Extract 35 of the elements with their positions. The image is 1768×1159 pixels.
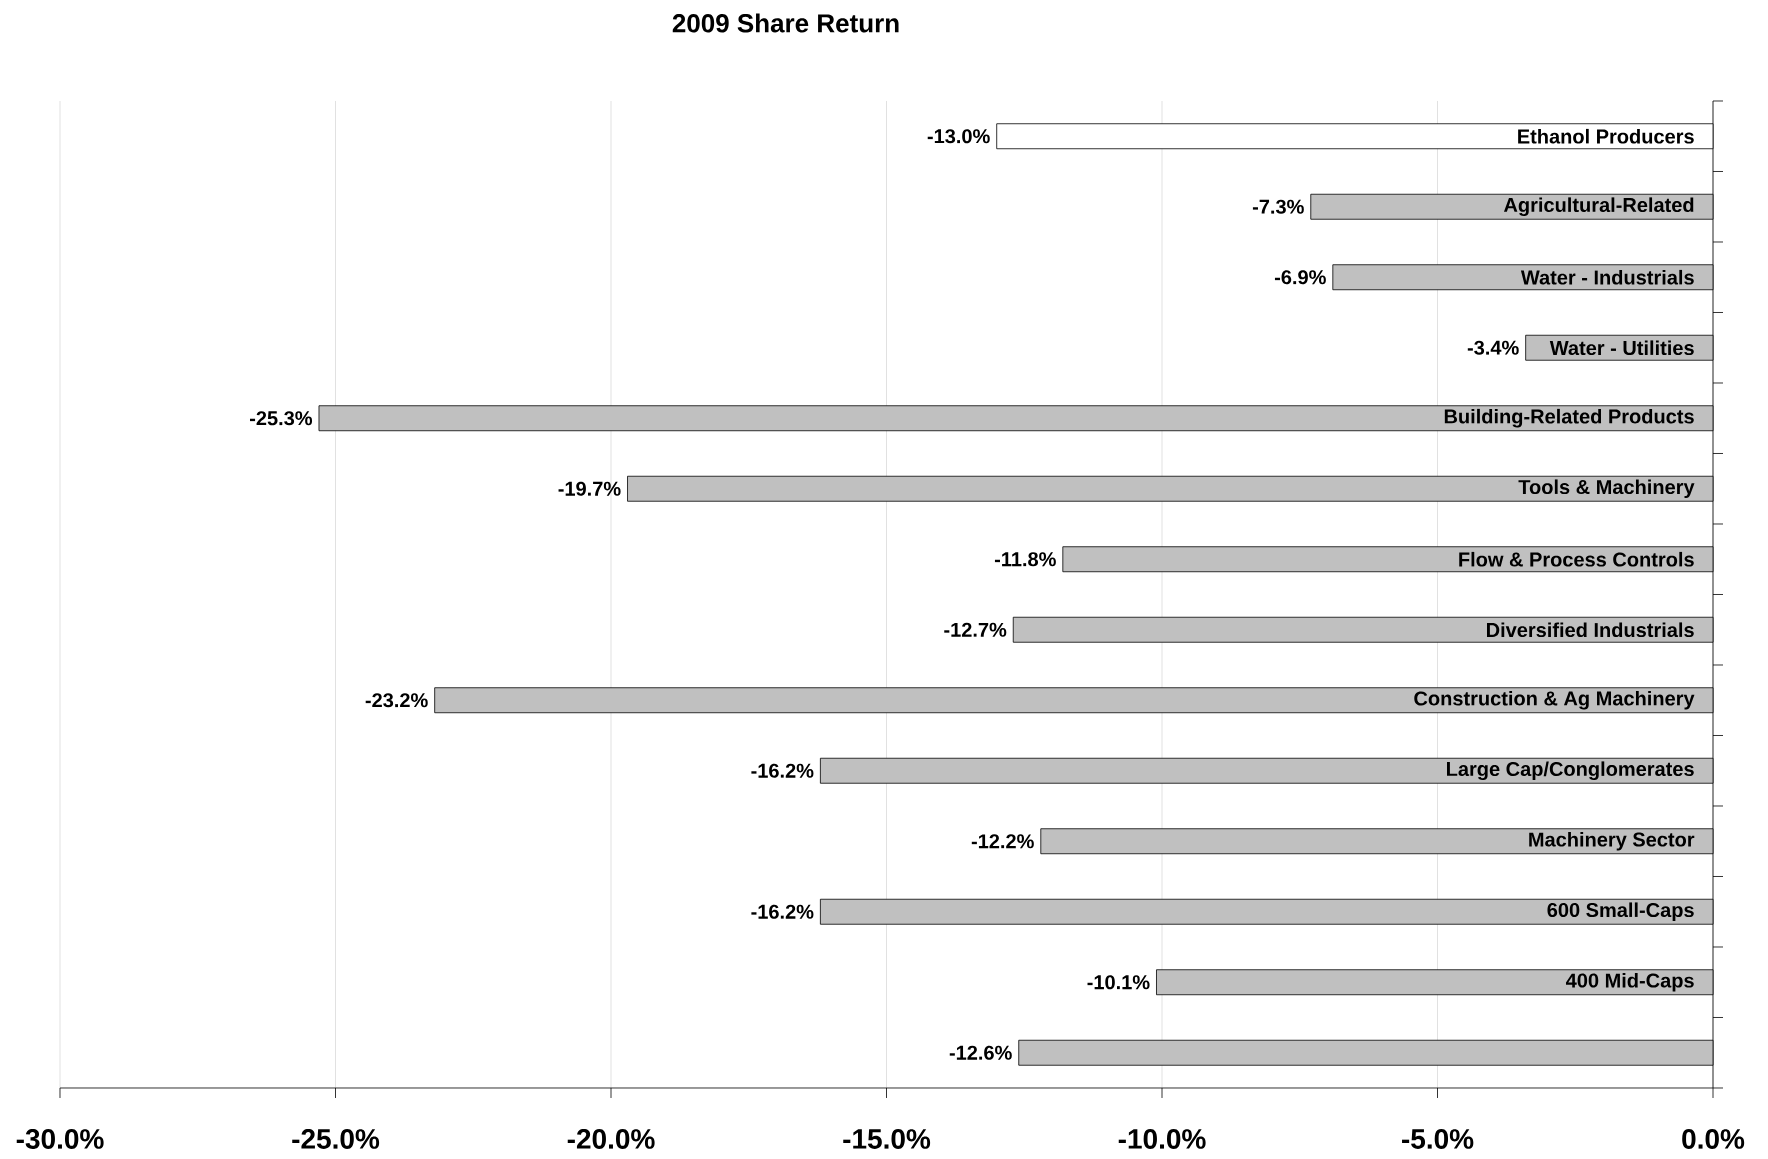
data-label: -12.7%	[944, 622, 1007, 637]
y-tick-label: Agricultural-Related	[1503, 197, 1694, 217]
data-label: -7.3%	[1252, 199, 1304, 214]
x-tick-label: -10.0%	[1118, 1129, 1206, 1149]
data-label: -12.6%	[949, 1045, 1012, 1060]
y-tick-label: 600 Small-Caps	[1547, 902, 1694, 922]
data-label: -13.0%	[927, 129, 990, 144]
data-label: -11.8%	[994, 552, 1056, 567]
chart-title: 2009 Share Return	[672, 13, 899, 33]
x-tick-label: -25.0%	[292, 1129, 380, 1149]
x-tick-label: -5.0%	[1402, 1129, 1474, 1149]
data-label: -25.3%	[249, 411, 313, 426]
y-tick-label: Diversified Industrials	[1487, 622, 1694, 638]
y-tick-label: Flow & Process Controls	[1459, 551, 1694, 567]
y-tick-label: Building-Related Products	[1444, 408, 1694, 428]
data-label: -6.9%	[1274, 270, 1326, 285]
x-tick-label: -15.0%	[843, 1129, 931, 1149]
y-tick-label: Water - Industrials	[1520, 269, 1694, 285]
y-tick-label: 400 Mid-Caps	[1566, 972, 1694, 992]
x-tick-label: -30.0%	[16, 1129, 104, 1149]
y-tick-label: Large Cap/Conglomerates	[1447, 761, 1694, 781]
x-tick-label: -20.0%	[567, 1129, 655, 1149]
data-label: -16.2%	[751, 904, 814, 919]
y-tick-label: Tools & Machinery	[1518, 479, 1695, 499]
y-tick-label: Construction & Ag Machinery	[1414, 690, 1695, 710]
x-tick-label: 0.0%	[1682, 1129, 1745, 1149]
y-tick-label: Ethanol Producers	[1518, 128, 1694, 144]
data-label: -3.4%	[1467, 340, 1519, 355]
y-tick-label: Machinery Sector	[1529, 831, 1695, 851]
data-label: -16.2%	[751, 763, 814, 778]
data-label: -10.1%	[1087, 975, 1150, 990]
data-label: -12.2%	[971, 834, 1034, 849]
data-label: -19.7%	[558, 481, 621, 496]
y-tick-label: Water - Utilities	[1549, 340, 1694, 356]
data-label: -23.2%	[365, 693, 428, 708]
